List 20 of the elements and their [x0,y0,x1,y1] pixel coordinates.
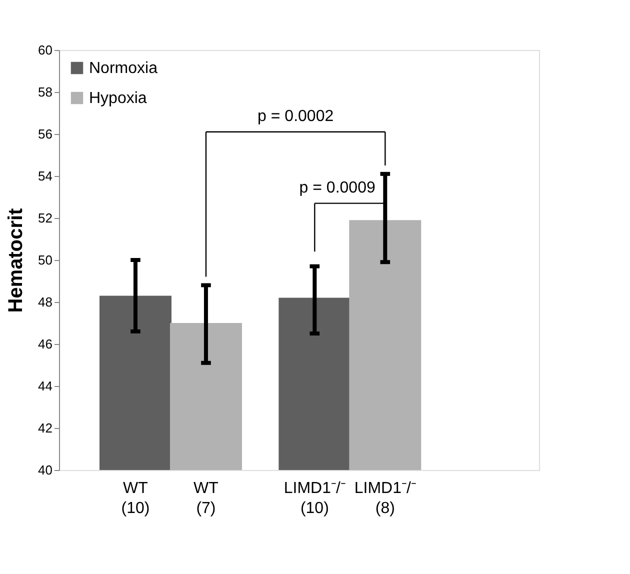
y-tick-label: 58 [38,84,52,100]
y-tick-label: 40 [38,462,52,478]
legend-label: Normoxia [89,60,158,77]
y-tick-label: 54 [38,168,52,184]
y-tick-label: 56 [38,126,52,142]
y-tick-label: 52 [38,210,52,226]
x-tick-label: LIMD1⁻/⁻ (8) [354,480,416,517]
legend-label: Hypoxia [89,90,147,107]
y-tick-label: 42 [38,420,52,436]
y-tick-label: 44 [38,378,52,394]
y-axis-title: Hematocrit [5,208,28,313]
annotation: p = 0.0002 [258,108,334,125]
y-tick-label: 46 [38,336,52,352]
annotation: p = 0.0009 [299,179,376,196]
y-tick-label: 50 [38,252,52,268]
x-tick-label: WT (7) [194,480,219,517]
y-tick-label: 60 [38,42,52,58]
x-tick-label: LIMD1⁻/⁻ (10) [284,480,346,517]
y-tick-label: 48 [38,294,52,310]
x-tick-label: WT (10) [121,480,150,517]
